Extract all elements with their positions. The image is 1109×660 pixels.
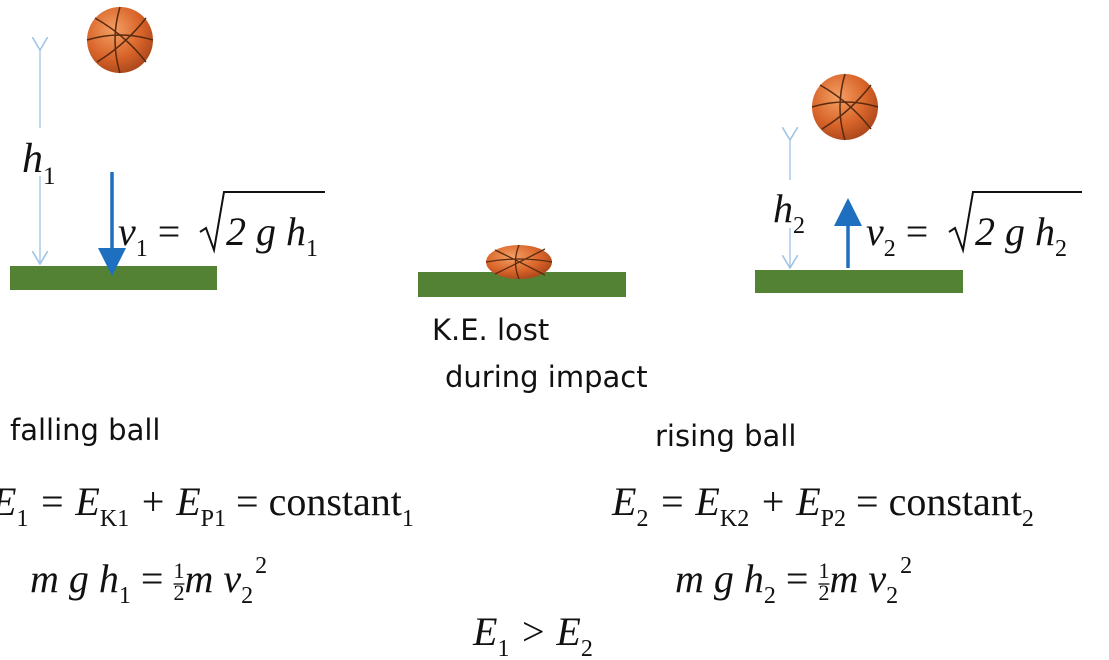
equation-part: = E — [28, 479, 99, 524]
equation-part: 2 — [1055, 236, 1067, 262]
equation-part: P2 — [821, 506, 846, 532]
equation-part: m v — [829, 556, 886, 601]
equation-part: m v — [184, 556, 241, 601]
equation-part: m g h — [30, 556, 119, 601]
equation-part: 2 g h — [226, 209, 306, 254]
ball — [812, 74, 878, 140]
equation-part: 2 g h — [975, 209, 1055, 254]
equation-part: 2 — [764, 583, 776, 609]
equation-part: m g h — [675, 556, 764, 601]
equation-part: 2 — [255, 553, 267, 579]
equation-part: v — [866, 209, 884, 254]
caption: falling ball — [10, 413, 160, 447]
equation-part: 1 — [402, 506, 414, 532]
equation-part: 2 — [1022, 506, 1034, 532]
equation-part: = — [896, 209, 939, 254]
equation-part: 2 — [900, 553, 912, 579]
ground — [755, 270, 963, 293]
equation-part: + E — [749, 479, 820, 524]
equation-part: 1 — [306, 236, 318, 262]
equation: E2 = EK2 + EP2 = constant2 — [611, 479, 1034, 532]
equation: v2 = — [866, 209, 938, 262]
equation-part: E — [611, 479, 636, 524]
ground — [10, 266, 217, 290]
equation-part: > E — [509, 609, 580, 654]
equation-part: 2 — [793, 213, 805, 239]
equation-part: = — [776, 556, 819, 601]
equation-part: 1 — [497, 636, 509, 660]
impact-note: during impact — [445, 360, 648, 394]
equation: E1 = EK1 + EP1 = constant1 — [0, 479, 414, 532]
equation-part: = — [148, 209, 191, 254]
equation: 2 g h2 — [975, 209, 1067, 262]
equation-part: K2 — [720, 506, 749, 532]
equation-part: 2 — [636, 506, 648, 532]
equation-part: = constant — [846, 479, 1022, 524]
equation-part: 1 — [43, 163, 56, 190]
equation-part: K1 — [100, 506, 129, 532]
equation-part: 2 — [241, 583, 253, 609]
impact-note: K.E. lost — [432, 313, 549, 347]
equation: v1 = — [118, 209, 190, 262]
equation-part: 1 — [119, 583, 131, 609]
equation-part: E — [472, 609, 497, 654]
equation-part: h — [773, 186, 793, 231]
ball — [486, 245, 552, 279]
equation-part: + E — [129, 479, 200, 524]
equation-part: 1 — [16, 506, 28, 532]
equation: E1 > E2 — [472, 609, 593, 660]
equation: 2 g h1 — [226, 209, 318, 262]
equation-part: 2 — [884, 236, 896, 262]
equation-part: 1 — [136, 236, 148, 262]
equation-part: = — [131, 556, 174, 601]
equation-part: = constant — [226, 479, 402, 524]
ball — [87, 7, 153, 73]
equation-part: 2 — [886, 583, 898, 609]
equation-part: P1 — [201, 506, 226, 532]
equation-part: h — [22, 136, 43, 182]
equation-part: E — [0, 479, 16, 524]
diagram: K.E. lost during impact falling ball ris… — [0, 0, 1109, 660]
equation-part: 2 — [581, 636, 593, 660]
caption: rising ball — [655, 419, 796, 453]
equation-part: = E — [648, 479, 719, 524]
equation-part: v — [118, 209, 136, 254]
